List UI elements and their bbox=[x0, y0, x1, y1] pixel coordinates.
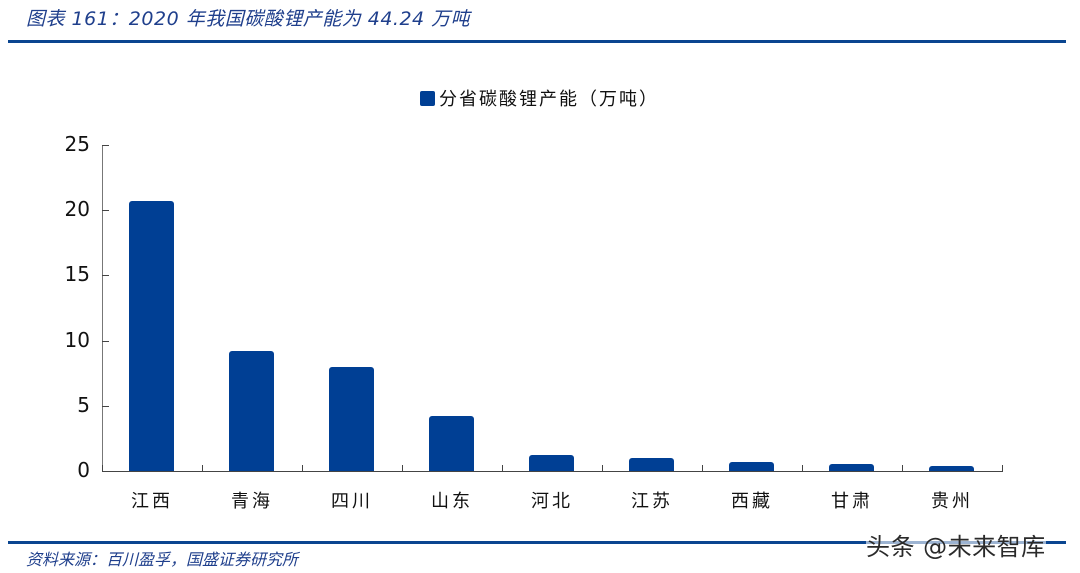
x-category-label: 江苏 bbox=[631, 491, 673, 512]
y-tick-label: 5 bbox=[77, 392, 90, 417]
x-tick bbox=[1002, 465, 1003, 472]
y-tick-label: 15 bbox=[64, 262, 90, 287]
y-tick bbox=[102, 471, 109, 472]
x-category-label: 贵州 bbox=[931, 491, 973, 512]
y-tick bbox=[102, 275, 109, 277]
y-tick-label: 25 bbox=[64, 132, 90, 156]
y-tick bbox=[102, 210, 109, 212]
x-tick bbox=[202, 465, 203, 472]
x-category-label: 江西 bbox=[131, 491, 173, 512]
legend: 分省碳酸锂产能（万吨） bbox=[420, 85, 659, 111]
source-note: 资料来源：百川盈孚，国盛证券研究所 bbox=[26, 550, 299, 569]
y-tick-label: 0 bbox=[77, 458, 90, 482]
figure-title: 图表 161：2020 年我国碳酸锂产能为 44.24 万吨 bbox=[26, 8, 471, 30]
y-tick bbox=[102, 145, 109, 146]
x-tick bbox=[402, 465, 403, 472]
bar-6 bbox=[729, 461, 774, 471]
x-category-label: 四川 bbox=[331, 491, 373, 512]
x-category-label: 青海 bbox=[231, 491, 273, 512]
bar-0 bbox=[129, 201, 174, 471]
bar-2 bbox=[329, 366, 374, 471]
bar-8 bbox=[929, 465, 974, 471]
x-axis-line bbox=[102, 471, 1002, 472]
y-tick bbox=[102, 405, 109, 407]
y-tick-label: 20 bbox=[64, 197, 90, 222]
top-rule-divider bbox=[8, 40, 1066, 43]
legend-label: 分省碳酸锂产能（万吨） bbox=[439, 89, 659, 110]
x-tick bbox=[702, 465, 703, 472]
y-axis-line bbox=[102, 145, 103, 472]
x-tick bbox=[102, 465, 103, 472]
x-category-label: 西藏 bbox=[731, 491, 773, 512]
x-tick bbox=[602, 465, 603, 472]
y-tick bbox=[102, 340, 109, 342]
x-category-label: 山东 bbox=[431, 491, 473, 512]
y-tick-label: 10 bbox=[64, 327, 90, 352]
bottom-rule-divider bbox=[8, 541, 1066, 544]
x-tick bbox=[302, 465, 303, 472]
bar-1 bbox=[229, 351, 274, 471]
watermark: 头条 @未来智库 bbox=[866, 527, 1046, 562]
x-category-label: 河北 bbox=[531, 491, 573, 512]
x-tick bbox=[902, 465, 903, 472]
bar-4 bbox=[529, 455, 574, 471]
x-tick bbox=[802, 465, 803, 472]
x-tick bbox=[502, 465, 503, 472]
x-category-label: 甘肃 bbox=[831, 491, 873, 512]
bar-3 bbox=[429, 416, 474, 471]
bar-5 bbox=[629, 457, 674, 471]
bar-7 bbox=[829, 464, 874, 471]
legend-swatch bbox=[420, 90, 435, 106]
